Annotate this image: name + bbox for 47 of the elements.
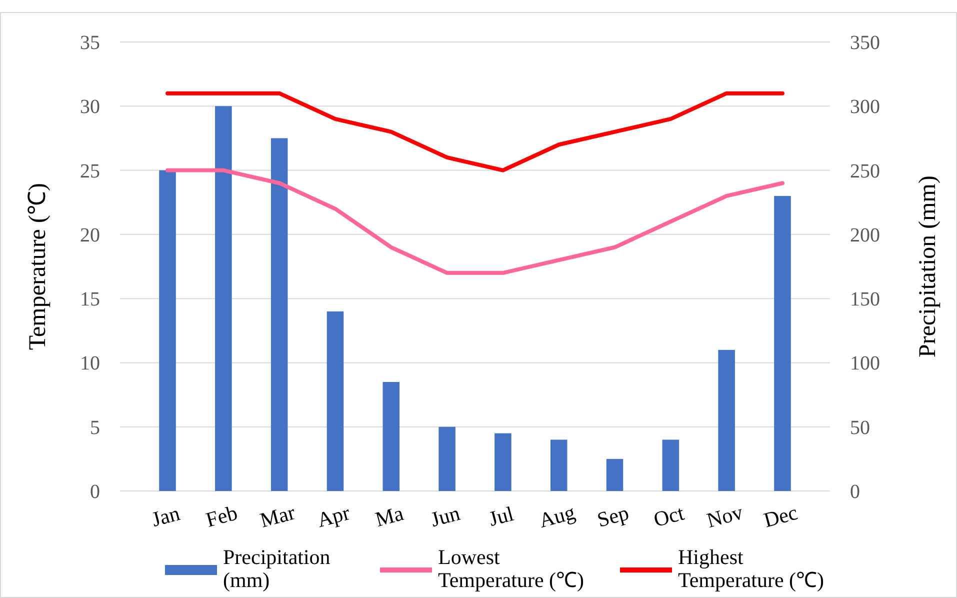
x-tick-label: Oct — [651, 500, 687, 532]
x-tick-label: Mar — [258, 500, 298, 532]
legend-label: Precipitation (mm) — [223, 545, 331, 592]
bar — [270, 138, 288, 491]
line-series — [166, 91, 784, 172]
bar — [718, 350, 735, 491]
bar — [326, 311, 344, 491]
y-tick-label: 30 — [80, 96, 100, 118]
x-tick-label: Jun — [428, 500, 463, 532]
y-axis-title: Temperature (℃) — [25, 183, 51, 350]
legend-label: Highest Temperature (℃) — [678, 545, 824, 592]
x-tick-label: Aug — [536, 500, 578, 533]
x-tick-label: Feb — [203, 500, 240, 532]
bar — [438, 426, 456, 491]
x-tick-label: Sep — [594, 500, 632, 532]
x-tick-label: Apr — [314, 500, 352, 532]
y2-tick-label: 250 — [850, 160, 880, 182]
bar — [159, 170, 176, 491]
x-tick-label: Ma — [372, 500, 407, 532]
y2-tick-label: 50 — [850, 416, 870, 439]
y-tick-label: 15 — [80, 288, 100, 311]
bar — [662, 440, 680, 491]
y-tick-label: 5 — [90, 416, 100, 439]
bar — [494, 433, 512, 491]
y2-axis-title: Precipitation (mm) — [915, 176, 941, 358]
y-tick-label: 10 — [80, 352, 100, 375]
x-tick-label: Dec — [761, 500, 800, 532]
y2-tick-label: 350 — [850, 32, 880, 54]
line-series — [166, 168, 784, 275]
y2-tick-label: 0 — [850, 481, 860, 503]
y2-tick-label: 200 — [850, 224, 880, 246]
y-tick-label: 35 — [80, 32, 100, 54]
x-tick-label: Nov — [704, 500, 746, 533]
y2-tick-label: 300 — [850, 96, 880, 118]
bar — [382, 382, 400, 491]
y-tick-label: 25 — [80, 160, 100, 182]
x-tick-label: Jan — [149, 500, 183, 532]
y2-tick-label: 150 — [850, 288, 880, 311]
y2-tick-label: 100 — [850, 352, 880, 375]
y-tick-label: 20 — [80, 224, 100, 246]
y-tick-label: 0 — [90, 481, 100, 503]
x-tick-label: Jul — [486, 501, 516, 531]
bar — [550, 440, 568, 491]
legend-label: Lowest Temperature (℃) — [438, 545, 584, 592]
bar — [774, 196, 791, 491]
bar — [606, 458, 624, 491]
bar — [215, 106, 232, 491]
